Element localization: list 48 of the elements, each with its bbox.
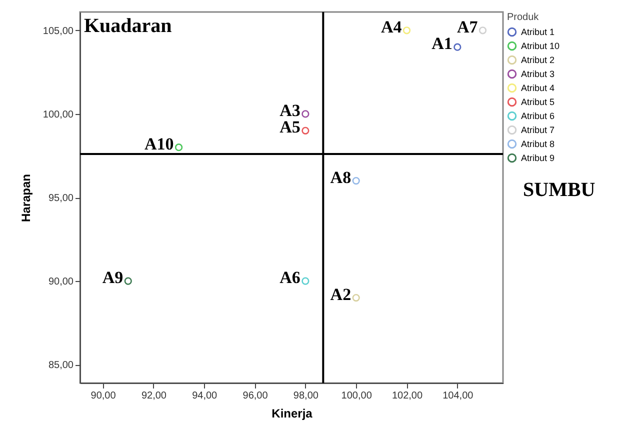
legend-label: Atribut 9 [521, 153, 555, 163]
annotation: A8 [330, 168, 352, 187]
annotation: A2 [330, 284, 352, 304]
annotation: A9 [102, 268, 124, 288]
annotation: Kuadaran [84, 15, 172, 37]
point [478, 26, 487, 34]
annotation: A4 [380, 17, 402, 36]
point [124, 277, 132, 285]
point [302, 277, 310, 285]
point [454, 43, 462, 51]
x-tick-label: 100,00 [341, 390, 372, 402]
y-tick-label: 95,00 [48, 193, 74, 204]
legend-label: Atribut 10 [521, 41, 560, 51]
legend-label: Atribut 3 [521, 69, 555, 79]
x-axis-title: Kinerja [272, 406, 313, 420]
x-tick-label: 98,00 [293, 390, 319, 402]
legend-label: Atribut 4 [521, 83, 555, 93]
y-tick-label: 105,00 [42, 26, 74, 37]
point [402, 26, 411, 34]
point [302, 110, 310, 118]
legend-label: Atribut 7 [521, 125, 555, 135]
x-tick-label: 102,00 [392, 390, 423, 402]
annotation: A7 [456, 17, 478, 36]
legend-title: Produk [507, 12, 540, 23]
annotation: A1 [432, 34, 452, 54]
annotation: A5 [280, 118, 300, 137]
annotation: A10 [144, 134, 174, 154]
point [174, 144, 183, 152]
legend-label: Atribut 2 [521, 55, 555, 65]
point [352, 294, 360, 302]
y-tick-label: 100,00 [42, 109, 74, 120]
x-tick-label: 94,00 [192, 390, 218, 402]
x-tick-label: 90,00 [90, 390, 116, 402]
annotation: A3 [280, 100, 300, 120]
x-tick-label: 104,00 [442, 390, 474, 402]
legend-label: Atribut 6 [521, 111, 555, 121]
legend-label: Atribut 5 [521, 97, 555, 107]
legend-label: Atribut 1 [521, 27, 555, 37]
text: SUMBU [523, 179, 596, 201]
annotation: A6 [280, 268, 300, 288]
x-tick-label: 92,00 [141, 390, 167, 402]
point [302, 126, 310, 134]
point [352, 176, 360, 185]
x-tick-label: 96,00 [242, 390, 268, 402]
y-axis-title: Harapan [18, 174, 33, 222]
legend-label: Atribut 8 [521, 139, 555, 149]
y-tick-label: 85,00 [48, 360, 74, 372]
y-tick-label: 90,00 [48, 276, 74, 288]
